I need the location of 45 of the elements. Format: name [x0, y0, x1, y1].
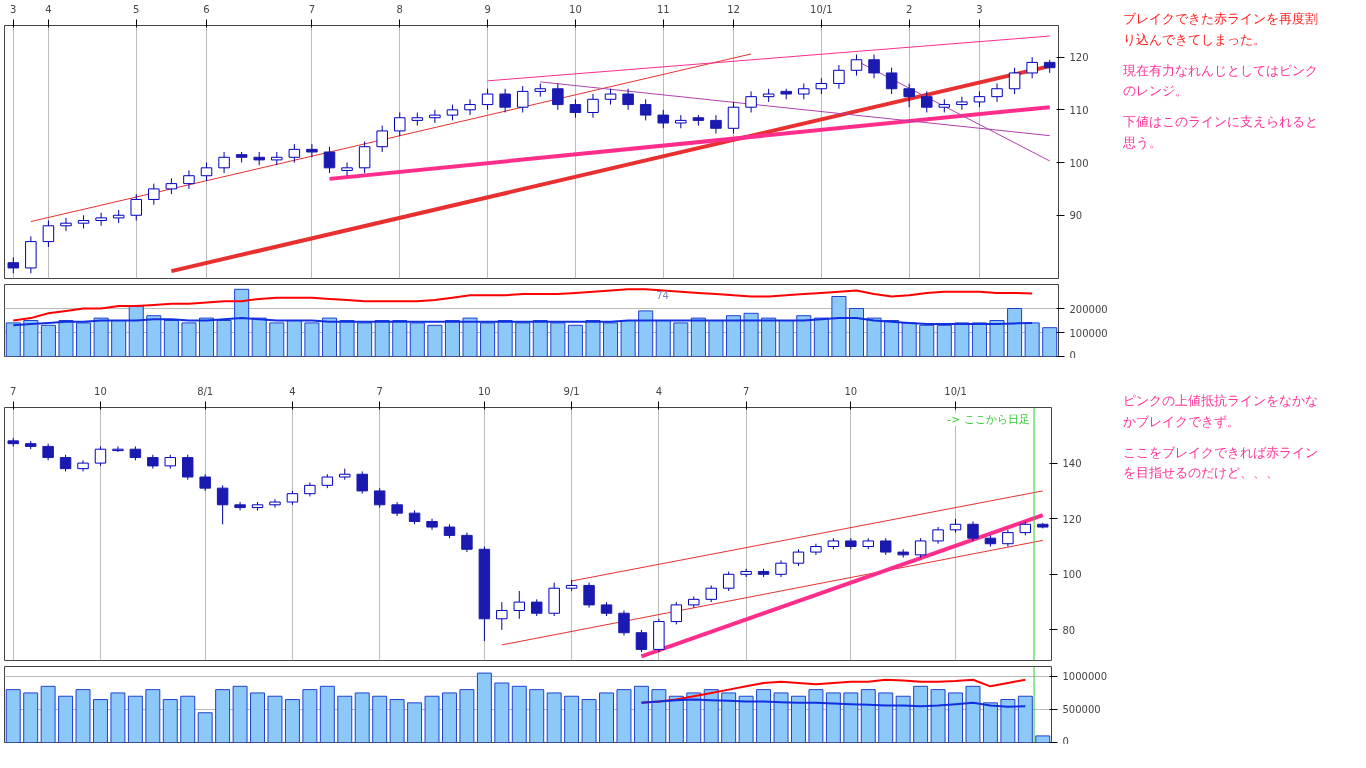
text: ここをブレイクできれば赤ラインを目指せるのだけど、、、 — [1123, 443, 1319, 483]
y-tick-label: 100 — [1069, 157, 1089, 169]
x-tick-label: 9/1 — [563, 385, 580, 397]
y-tick-label: 140 — [1062, 458, 1082, 470]
x-tick-label: 10 — [94, 385, 107, 397]
y-tick-label: 100 — [1062, 569, 1082, 581]
x-tick-label: 7 — [376, 385, 383, 397]
y-tick-label: 110 — [1069, 104, 1089, 116]
x-tick-label: 4 — [45, 3, 52, 15]
annotation: -> ここから日足 — [947, 412, 1031, 426]
x-tick-label: 7 — [10, 385, 17, 397]
x-tick-label: 4 — [289, 385, 296, 397]
text: 下値はこのラインに支えられると思う。 — [1123, 113, 1319, 152]
text: ブレイクできた赤ラインを再度割り込んできてしまった。 — [1123, 10, 1319, 49]
y-tick-label: 0 — [1069, 349, 1076, 361]
x-tick-label: 7 — [742, 385, 750, 397]
annotation: 74 — [656, 289, 669, 301]
x-tick-label: 12 — [727, 3, 740, 15]
x-tick-label: 6 — [203, 3, 210, 15]
x-tick-label: 8 — [396, 3, 403, 15]
text: 現在有力なれんじとしてはピンクのレンジ。 — [1123, 61, 1319, 101]
x-tick-label: 10/1 — [810, 3, 833, 15]
y-tick-label: 80 — [1062, 624, 1076, 636]
y-tick-label: 90 — [1069, 210, 1083, 222]
x-tick-label: 10 — [569, 3, 582, 15]
x-tick-label: 10 — [478, 385, 491, 397]
x-tick-label: 3 — [10, 3, 17, 15]
x-tick-label: 7 — [308, 3, 316, 15]
x-tick-label: 2 — [906, 3, 913, 15]
text: ピンクの上値抵抗ラインをなかなかブレイクできず。 — [1123, 392, 1319, 431]
x-tick-label: 3 — [976, 3, 983, 15]
y-tick-label: 120 — [1069, 52, 1089, 64]
x-tick-label: 9 — [484, 3, 491, 15]
x-tick-label: 10 — [844, 385, 858, 397]
y-tick-label: 500000 — [1062, 704, 1101, 716]
y-tick-label: 0 — [1062, 735, 1069, 747]
y-tick-label: 100000 — [1069, 327, 1108, 339]
x-tick-label: 10/1 — [944, 385, 967, 397]
y-tick-label: 120 — [1062, 513, 1082, 525]
x-tick-label: 11 — [656, 3, 670, 15]
y-tick-label: 200000 — [1069, 303, 1108, 315]
x-tick-label: 5 — [133, 3, 140, 15]
x-tick-label: 4 — [655, 385, 663, 397]
y-tick-label: 1000000 — [1062, 671, 1108, 683]
x-tick-label: 8/1 — [197, 385, 214, 397]
